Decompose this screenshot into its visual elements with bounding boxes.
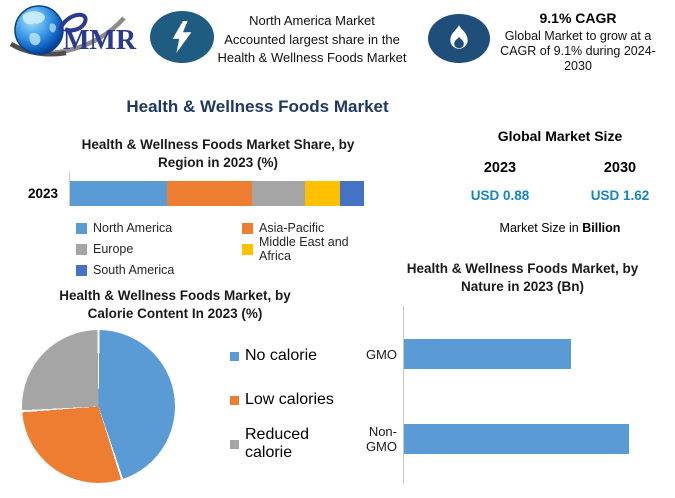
nature-bar-label: GMO <box>365 346 397 362</box>
legend-label: North America <box>93 221 173 235</box>
region-bar-segment <box>340 181 364 206</box>
region-axis-label: 2023 <box>28 186 59 201</box>
nature-bar-row: Non-GMO <box>345 424 629 454</box>
value-left: USD 0.88 <box>470 188 530 203</box>
market-size-title: Global Market Size <box>497 128 623 144</box>
nature-y-axis <box>403 306 404 484</box>
region-bar-segment <box>167 181 253 206</box>
callout-left-text: North America Market Accounted largest s… <box>212 12 412 68</box>
region-bar-segment <box>70 181 168 206</box>
flame-icon-badge <box>428 14 490 63</box>
calorie-legend: No calorie Low calories Reduced calorie <box>230 347 340 479</box>
year-right: 2030 <box>603 160 637 176</box>
legend-swatch <box>242 243 253 255</box>
legend-swatch <box>76 222 87 234</box>
calorie-chart-title: Health & Wellness Foods Market, by Calor… <box>59 288 291 321</box>
nature-bar <box>404 424 629 454</box>
nature-bar-row: GMO <box>345 339 571 369</box>
callout-line: North America Market <box>249 13 375 28</box>
callout-line: Global Market to grow at a <box>504 29 652 43</box>
market-size-note: Market Size in Billion <box>499 221 621 235</box>
calorie-pie <box>22 330 175 483</box>
value-right: USD 1.62 <box>590 188 650 203</box>
legend-label: No calorie <box>245 347 318 364</box>
legend-item: Asia-Pacific <box>242 219 374 237</box>
year-left: 2023 <box>483 160 517 176</box>
nature-chart: Health & Wellness Foods Market, by Natur… <box>345 260 670 484</box>
calorie-pie-area: No calorie Low calories Reduced calorie <box>10 323 340 493</box>
legend-swatch <box>230 439 239 449</box>
lightning-icon <box>172 21 192 53</box>
region-share-chart: Health & Wellness Foods Market Share, by… <box>28 136 374 279</box>
region-chart-title: Health & Wellness Foods Market Share, by… <box>81 137 355 170</box>
callout-right-text: 9.1% CAGR Global Market to grow at a CAG… <box>488 10 668 74</box>
callout-line: Health & Wellness Foods Market <box>217 50 407 65</box>
legend-swatch <box>242 222 253 234</box>
region-bar-segment <box>252 181 306 206</box>
nature-bar-label: Non-GMO <box>365 424 397 454</box>
region-bar-row: 2023 <box>28 171 374 206</box>
region-stacked-bar <box>69 171 364 206</box>
logo-swoosh <box>58 13 88 33</box>
calorie-chart: Health & Wellness Foods Market, by Calor… <box>10 287 340 493</box>
nature-plot: GMO Non-GMO <box>345 306 670 484</box>
legend-label: Europe <box>93 242 134 256</box>
mmr-logo: MMR <box>9 5 137 57</box>
cagr-heading: 9.1% CAGR <box>539 10 617 26</box>
legend-item: Europe <box>76 240 242 258</box>
callout-line: 2030 <box>564 59 592 73</box>
lightning-icon-badge <box>150 11 214 63</box>
callout-line: CAGR of 9.1% during 2024- <box>500 44 656 58</box>
legend-label: Middle East and Africa <box>259 235 349 263</box>
legend-item: North America <box>76 219 242 237</box>
region-legend: North America Asia-Pacific Europe Middle Ea… <box>76 219 374 279</box>
callout-line: Accounted largest share in the <box>224 31 400 47</box>
legend-swatch <box>76 264 87 276</box>
nature-bar <box>404 339 571 369</box>
legend-item: Middle East and Africa <box>242 235 374 263</box>
legend-label: Reduced calorie <box>245 426 310 461</box>
legend-item: South America <box>76 261 242 279</box>
legend-label: South America <box>93 263 175 277</box>
legend-item: No calorie <box>230 347 340 365</box>
flame-icon <box>450 25 468 49</box>
legend-swatch <box>76 243 87 255</box>
market-size-panel: Global Market Size 2023 2030 USD 0.88 US… <box>440 128 675 235</box>
globe-icon <box>9 5 126 57</box>
legend-label: Asia-Pacific <box>259 221 325 235</box>
logo-text: MMR <box>63 25 137 56</box>
legend-label: Low calories <box>245 391 334 408</box>
page-title: Health & Wellness Foods Market <box>126 97 389 116</box>
market-size-years: 2023 2030 <box>440 160 675 176</box>
legend-swatch <box>230 351 239 361</box>
legend-swatch <box>230 395 239 405</box>
region-bar-segment <box>305 181 341 206</box>
market-size-values: USD 0.88 USD 1.62 <box>440 188 675 203</box>
legend-item: Reduced calorie <box>230 426 340 461</box>
legend-item: Low calories <box>230 391 340 409</box>
nature-chart-title: Health & Wellness Foods Market, by Natur… <box>406 261 639 294</box>
